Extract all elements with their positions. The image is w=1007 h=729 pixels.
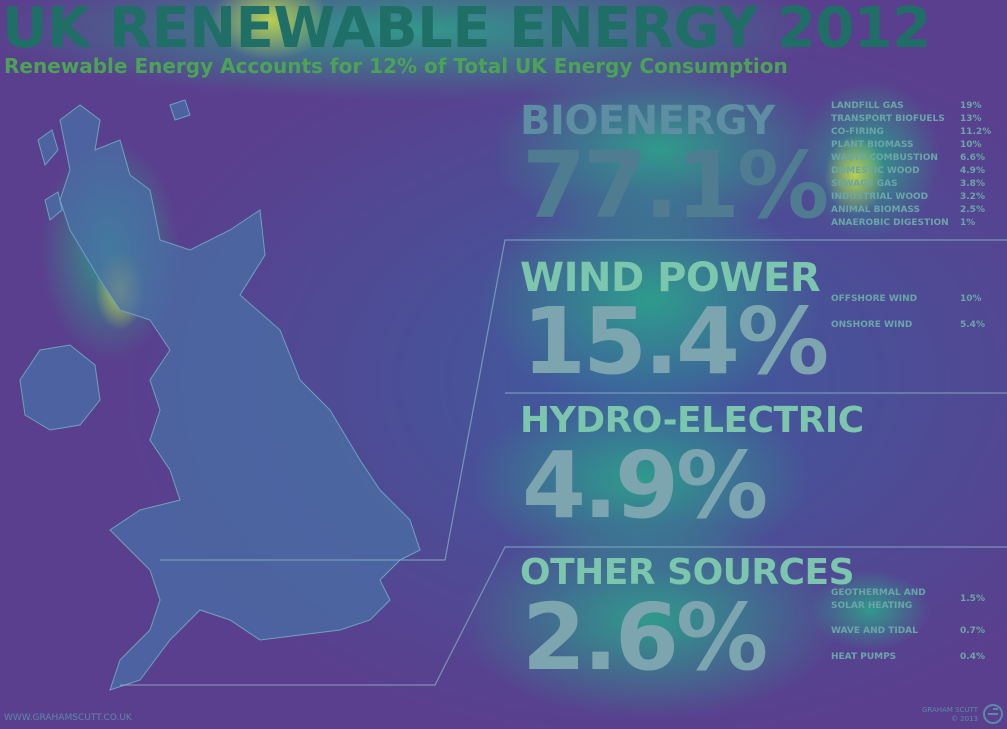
credit: GRAHAM SCUTT © 2013 [918,706,978,724]
website-link[interactable]: WWW.GRAHAMSCUTT.CO.UK [4,713,132,723]
wind-title: WIND POWER [520,255,821,301]
hydro-title: HYDRO-ELECTRIC [520,400,864,441]
other-title: OTHER SOURCES [520,552,855,593]
author-name: GRAHAM SCUTT [922,706,978,714]
gs-logo-icon [983,704,1003,724]
bioenergy-title: BIOENERGY [520,98,775,144]
page-subtitle: Renewable Energy Accounts for 12% of Tot… [4,54,788,78]
hydro-percent: 4.9% [522,432,768,539]
other-percent: 2.6% [522,584,768,691]
bioenergy-percent: 77.1% [522,132,829,239]
copyright: © 2013 [950,715,978,723]
page-title: UK RENEWABLE ENERGY 2012 [2,0,931,61]
uk-map [19,99,421,691]
wind-percent: 15.4% [522,288,829,395]
